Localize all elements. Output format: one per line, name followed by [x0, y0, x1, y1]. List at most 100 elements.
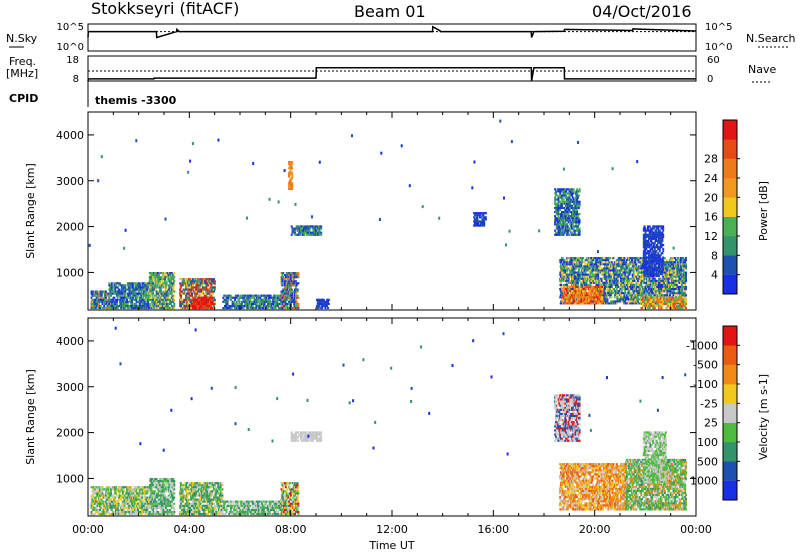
- power-cell: [642, 296, 644, 299]
- power-cell: [660, 279, 663, 282]
- power-cell: [629, 257, 632, 260]
- power-cell: [289, 278, 292, 281]
- power-cell: [137, 290, 140, 293]
- power-cell: [685, 277, 687, 280]
- power-cell: [93, 300, 96, 303]
- power-cell: [476, 212, 479, 215]
- power-cell: [287, 282, 290, 285]
- power-cell: [559, 188, 562, 191]
- power-cell: [559, 279, 562, 282]
- power-cell: [482, 214, 485, 217]
- power-cell: [620, 281, 623, 284]
- power-cell: [294, 276, 296, 279]
- power-cell: [626, 294, 629, 297]
- power-cell: [286, 305, 289, 308]
- power-cell: [650, 294, 653, 297]
- power-cell: [574, 277, 577, 280]
- power-cell: [671, 259, 674, 262]
- power-cell: [610, 279, 613, 282]
- power-cell: [119, 290, 122, 293]
- power-cell: [265, 296, 268, 299]
- power-cell: [202, 286, 204, 289]
- power-cell: [294, 229, 296, 232]
- power-cell: [211, 307, 214, 310]
- power-cell: [630, 292, 633, 295]
- power-cell: [167, 274, 170, 277]
- power-cell: [577, 217, 580, 220]
- power-cell: [560, 204, 563, 207]
- power-cell: [606, 298, 609, 301]
- power-cell: [290, 280, 293, 283]
- power-cell: [296, 294, 299, 297]
- power-cell: [568, 190, 571, 193]
- power-cell: [159, 278, 162, 281]
- power-cell: [571, 215, 574, 218]
- power-cell: [615, 302, 618, 305]
- power-cell: [640, 285, 643, 288]
- power-cell: [108, 302, 111, 305]
- power-cell: [240, 296, 242, 299]
- power-cell: [114, 302, 117, 305]
- power-cell: [650, 288, 653, 291]
- power-cell: [575, 300, 578, 303]
- power-cell: [207, 296, 210, 299]
- power-cell: [120, 284, 123, 287]
- power-cell: [594, 277, 597, 280]
- power-cell: [583, 281, 586, 284]
- power-cell: [573, 300, 576, 303]
- power-cell: [571, 223, 574, 226]
- power-cell: [225, 305, 228, 308]
- power-cell: [321, 300, 324, 303]
- power-cell: [677, 292, 680, 295]
- power-cell: [234, 302, 237, 305]
- power-cell: [92, 305, 95, 308]
- power-cell: [148, 272, 151, 275]
- power-cell: [204, 278, 207, 281]
- power-cell: [165, 282, 168, 285]
- power-cell: [240, 300, 243, 303]
- power-cell: [571, 190, 573, 193]
- power-cell: [199, 294, 202, 297]
- power-cell: [620, 275, 623, 278]
- power-cell: [592, 259, 595, 262]
- power-cell: [104, 290, 107, 293]
- power-cell: [684, 281, 687, 284]
- power-cell: [286, 288, 289, 291]
- power-cell: [188, 296, 191, 299]
- power-cell: [577, 206, 580, 209]
- power-cell: [643, 292, 646, 295]
- power-cell: [254, 294, 257, 297]
- power-cell: [173, 305, 176, 308]
- power-cell: [680, 271, 682, 274]
- power-cell: [644, 305, 647, 308]
- power-cell: [153, 276, 156, 279]
- power-cell: [571, 227, 573, 230]
- power-cell: [207, 298, 210, 301]
- power-cell: [560, 300, 562, 303]
- power-cell: [562, 294, 565, 297]
- power-cell: [589, 263, 592, 266]
- power-cell: [161, 280, 164, 283]
- power-cell: [147, 305, 150, 308]
- power-cell: [150, 290, 153, 293]
- power-cell: [114, 288, 117, 291]
- power-cell: [566, 196, 569, 199]
- power-cell: [126, 282, 129, 285]
- power-cell: [578, 267, 581, 270]
- power-cell: [143, 305, 146, 308]
- power-cell: [186, 288, 189, 291]
- power-cell: [685, 265, 687, 268]
- power-cell: [483, 222, 486, 225]
- power-cell: [260, 300, 263, 303]
- power-cell: [160, 296, 163, 299]
- power-cell: [262, 302, 264, 305]
- power-cell: [669, 259, 671, 262]
- power-cell: [624, 300, 627, 303]
- power-cell: [226, 302, 229, 305]
- power-cell: [609, 294, 612, 297]
- power-cell: [641, 292, 644, 295]
- power-cell: [681, 265, 684, 268]
- power-cell: [582, 273, 584, 276]
- power-cell: [636, 283, 639, 286]
- power-cell: [572, 188, 575, 191]
